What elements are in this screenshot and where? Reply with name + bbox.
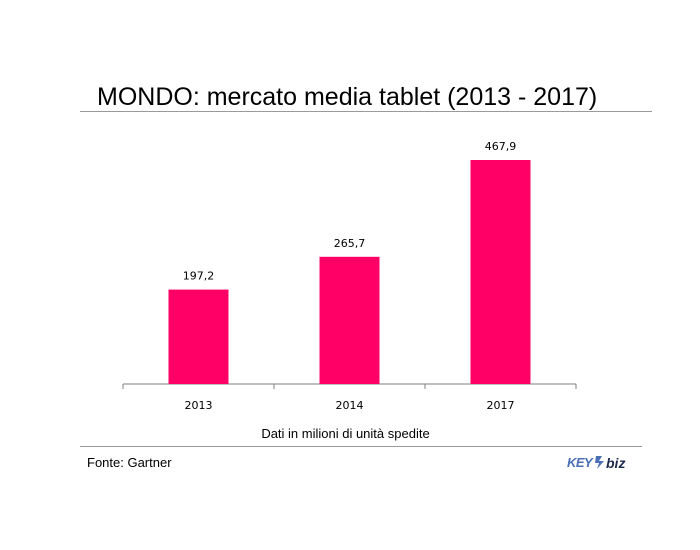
footer-divider [80, 446, 642, 447]
source-note: Fonte: Gartner [87, 455, 172, 470]
bar-2017 [470, 160, 531, 384]
data-label-2014: 265,7 [334, 237, 366, 250]
x-tick-label-2017: 2017 [487, 399, 515, 412]
key4biz-logo: KEY biz [567, 455, 625, 471]
title-divider [80, 111, 652, 112]
data-label-2013: 197,2 [183, 270, 215, 283]
bar-2014 [319, 256, 380, 384]
bar-2013 [168, 289, 229, 384]
data-label-2017: 467,9 [485, 140, 517, 153]
x-axis-label: Dati in milioni di unità spedite [261, 426, 429, 441]
svg-text:KEY: KEY [567, 455, 594, 470]
x-tick-label-2014: 2014 [336, 399, 364, 412]
chart-title: MONDO: mercato media tablet (2013 - 2017… [97, 83, 598, 111]
x-tick-label-2013: 2013 [185, 399, 213, 412]
svg-text:biz: biz [606, 455, 625, 471]
